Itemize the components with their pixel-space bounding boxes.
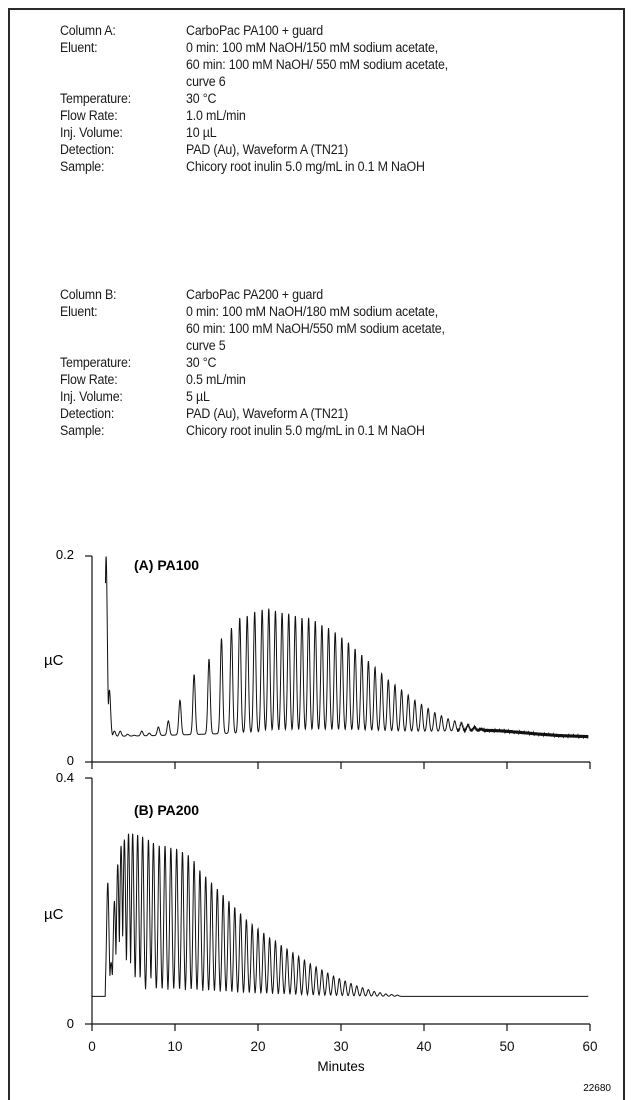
condition-a-value-line: 0 min: 100 mM NaOH/150 mM sodium acetate… [186,40,439,55]
chart-a-title: (A) PA100 [134,557,199,573]
chart-b-ylabel: µC [44,906,64,923]
condition-a-value-line: 60 min: 100 mM NaOH/ 550 mM sodium aceta… [186,57,449,72]
condition-b-value-line: 30 °C [186,355,217,370]
condition-b-value: 5 µL [186,388,517,405]
condition-a-value-line: PAD (Au), Waveform A (TN21) [186,142,349,157]
condition-a-value: 0 min: 100 mM NaOH/150 mM sodium acetate… [186,39,517,90]
condition-b-value-line: PAD (Au), Waveform A (TN21) [186,406,349,421]
condition-b-value-line: 5 µL [186,389,210,404]
condition-a-label: Inj. Volume: [60,125,123,140]
x-tick-label: 60 [582,1039,597,1054]
figure-frame [8,8,625,1100]
chart-a-trace [104,556,589,740]
x-tick-label: 20 [250,1039,265,1054]
condition-b-row: Column B: CarboPac PA200 + guard [60,286,517,303]
condition-a-label: Column A: [60,23,116,38]
condition-a-label: Temperature: [60,91,131,106]
conditions-column-b: Column B: CarboPac PA200 + guard Eluent: 0 … [60,286,517,439]
condition-b-value: CarboPac PA200 + guard [186,286,517,303]
x-axis-label: Minutes [317,1059,365,1074]
condition-b-value-line: 0 min: 100 mM NaOH/180 mM sodium acetate… [186,304,439,319]
condition-b-label: Eluent: [60,304,98,319]
condition-a-value-line: 10 µL [186,125,217,140]
x-tick-label: 50 [499,1039,514,1054]
condition-b-label: Temperature: [60,355,131,370]
condition-b-row: Detection: PAD (Au), Waveform A (TN21) [60,405,517,422]
condition-b-row: Flow Rate: 0.5 mL/min [60,371,517,388]
condition-b-value: PAD (Au), Waveform A (TN21) [186,405,517,422]
condition-b-label: Inj. Volume: [60,389,123,404]
condition-b-label: Sample: [60,423,105,438]
condition-a-row: Inj. Volume: 10 µL [60,124,517,141]
condition-a-value: Chicory root inulin 5.0 mg/mL in 0.1 M N… [186,158,517,175]
condition-b-row: Temperature: 30 °C [60,354,517,371]
condition-b-row: Sample: Chicory root inulin 5.0 mg/mL in … [60,422,517,439]
condition-a-value: 10 µL [186,124,517,141]
condition-b-value: Chicory root inulin 5.0 mg/mL in 0.1 M N… [186,422,517,439]
conditions-column-a: Column A: CarboPac PA100 + guard Eluent: 0 … [60,22,517,175]
condition-a-value-line: CarboPac PA100 + guard [186,23,323,38]
condition-a-label: Sample: [60,159,105,174]
condition-a-value-line: curve 6 [186,74,226,89]
chart-marks: 0 10 20 30 40 50 60 [85,555,598,1054]
chart-a-ytick-top: 0.2 [56,547,74,562]
condition-a-label: Detection: [60,142,115,157]
x-tick-label: 10 [167,1039,182,1054]
condition-b-row: Eluent: 0 min: 100 mM NaOH/180 mM sodium … [60,303,517,354]
chart-b-trace [92,833,589,997]
condition-a-label: Eluent: [60,40,98,55]
figure-id: 22680 [583,1083,611,1094]
condition-a-row: Detection: PAD (Au), Waveform A (TN21) [60,141,517,158]
condition-a-row: Sample: Chicory root inulin 5.0 mg/mL in … [60,158,517,175]
condition-b-value: 0 min: 100 mM NaOH/180 mM sodium acetate… [186,303,517,354]
x-tick-label: 30 [333,1039,348,1054]
chart-b-ytick-zero: 0 [67,1016,74,1031]
condition-b-row: Inj. Volume: 5 µL [60,388,517,405]
condition-a-value: 30 °C [186,90,517,107]
x-tick-label: 0 [88,1039,96,1054]
condition-b-value-line: 0.5 mL/min [186,372,246,387]
condition-a-value: CarboPac PA100 + guard [186,22,517,39]
condition-a-row: Eluent: 0 min: 100 mM NaOH/150 mM sodium … [60,39,517,90]
condition-b-value-line: Chicory root inulin 5.0 mg/mL in 0.1 M N… [186,423,425,438]
condition-b-label: Flow Rate: [60,372,118,387]
condition-b-value: 30 °C [186,354,517,371]
condition-a-value: 1.0 mL/min [186,107,517,124]
condition-a-value: PAD (Au), Waveform A (TN21) [186,141,517,158]
condition-a-value-line: 30 °C [186,91,217,106]
condition-a-row: Flow Rate: 1.0 mL/min [60,107,517,124]
chart-b-title: (B) PA200 [134,802,199,818]
chart-a-ytick-zero: 0 [67,753,74,768]
condition-a-value-line: Chicory root inulin 5.0 mg/mL in 0.1 M N… [186,159,425,174]
chart-a-ylabel: µC [44,652,64,669]
condition-b-label: Detection: [60,406,115,421]
condition-b-value-line: curve 5 [186,338,226,353]
condition-b-label: Column B: [60,287,117,302]
condition-a-row: Column A: CarboPac PA100 + guard [60,22,517,39]
x-tick-label: 40 [416,1039,431,1054]
condition-b-value-line: 60 min: 100 mM NaOH/550 mM sodium acetat… [186,321,445,336]
condition-a-value-line: 1.0 mL/min [186,108,246,123]
condition-b-value-line: CarboPac PA200 + guard [186,287,323,302]
condition-a-row: Temperature: 30 °C [60,90,517,107]
condition-b-value: 0.5 mL/min [186,371,517,388]
chart-b-ytick-top: 0.4 [56,770,74,785]
condition-a-label: Flow Rate: [60,108,118,123]
